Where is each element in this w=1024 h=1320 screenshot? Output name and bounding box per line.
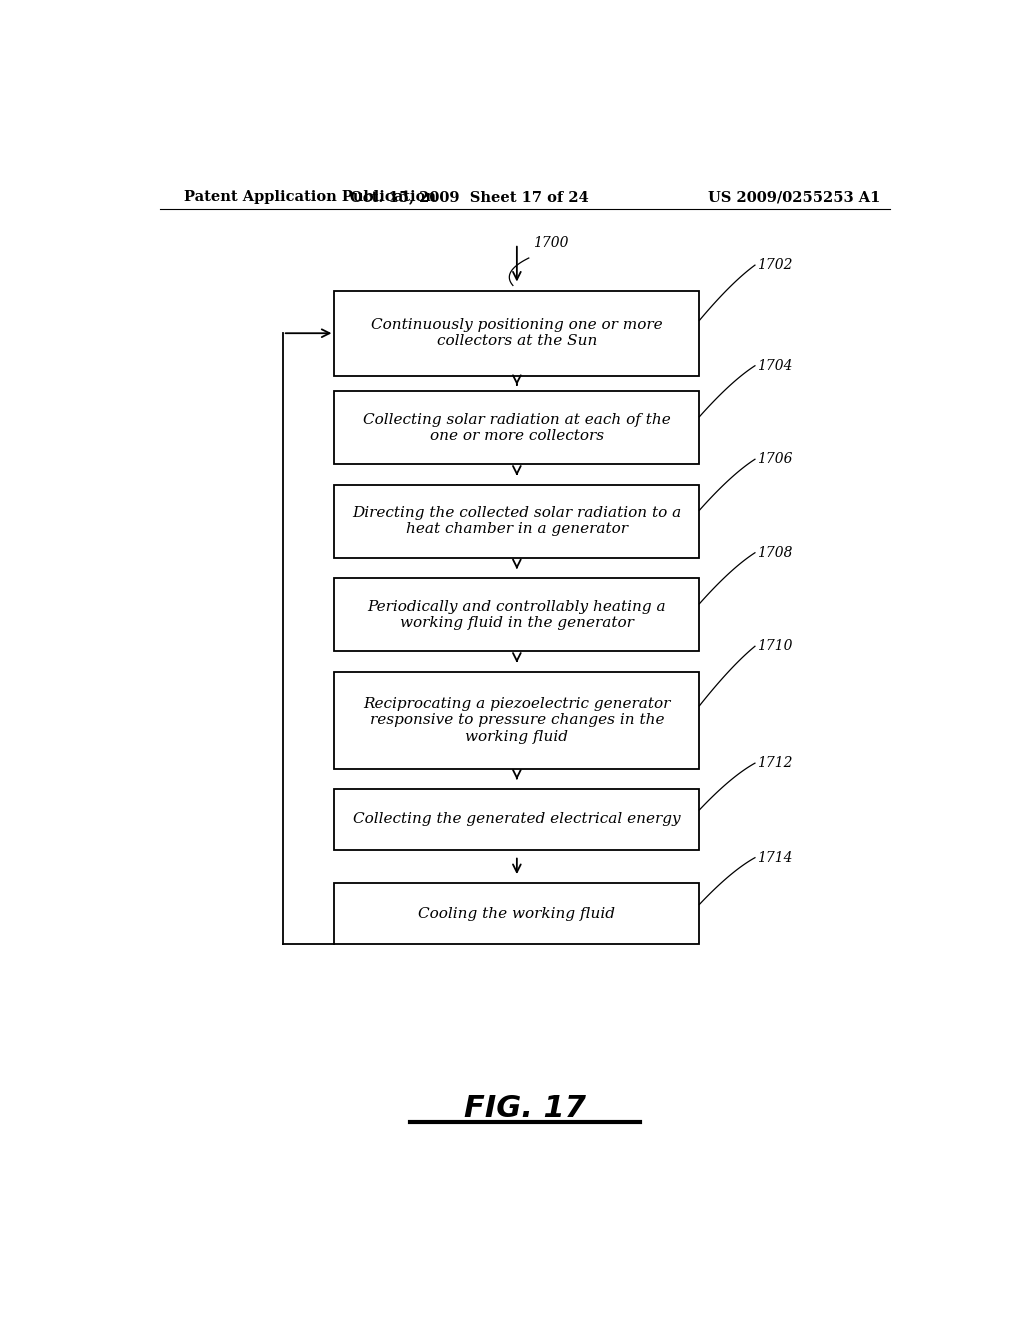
Text: 1708: 1708	[758, 545, 793, 560]
Text: 1714: 1714	[758, 850, 793, 865]
Text: Collecting solar radiation at each of the
one or more collectors: Collecting solar radiation at each of th…	[362, 413, 671, 442]
Text: 1710: 1710	[758, 639, 793, 653]
FancyBboxPatch shape	[334, 788, 699, 850]
Text: 1704: 1704	[758, 359, 793, 372]
Text: Periodically and controllably heating a
working fluid in the generator: Periodically and controllably heating a …	[368, 599, 667, 630]
Text: 1700: 1700	[532, 236, 568, 249]
Text: US 2009/0255253 A1: US 2009/0255253 A1	[709, 190, 881, 205]
Text: Directing the collected solar radiation to a
heat chamber in a generator: Directing the collected solar radiation …	[352, 506, 682, 536]
Text: Continuously positioning one or more
collectors at the Sun: Continuously positioning one or more col…	[371, 318, 663, 348]
Text: FIG. 17: FIG. 17	[464, 1094, 586, 1123]
Text: Oct. 15, 2009  Sheet 17 of 24: Oct. 15, 2009 Sheet 17 of 24	[350, 190, 589, 205]
Text: Patent Application Publication: Patent Application Publication	[183, 190, 435, 205]
FancyBboxPatch shape	[334, 578, 699, 651]
Text: 1712: 1712	[758, 756, 793, 770]
Text: Cooling the working fluid: Cooling the working fluid	[419, 907, 615, 920]
FancyBboxPatch shape	[334, 672, 699, 770]
Text: 1706: 1706	[758, 453, 793, 466]
FancyBboxPatch shape	[334, 484, 699, 558]
FancyBboxPatch shape	[334, 290, 699, 376]
FancyBboxPatch shape	[334, 883, 699, 944]
Text: 1702: 1702	[758, 259, 793, 272]
Text: Collecting the generated electrical energy: Collecting the generated electrical ener…	[353, 812, 681, 826]
Text: Reciprocating a piezoelectric generator
responsive to pressure changes in the
wo: Reciprocating a piezoelectric generator …	[364, 697, 671, 743]
FancyBboxPatch shape	[334, 391, 699, 465]
